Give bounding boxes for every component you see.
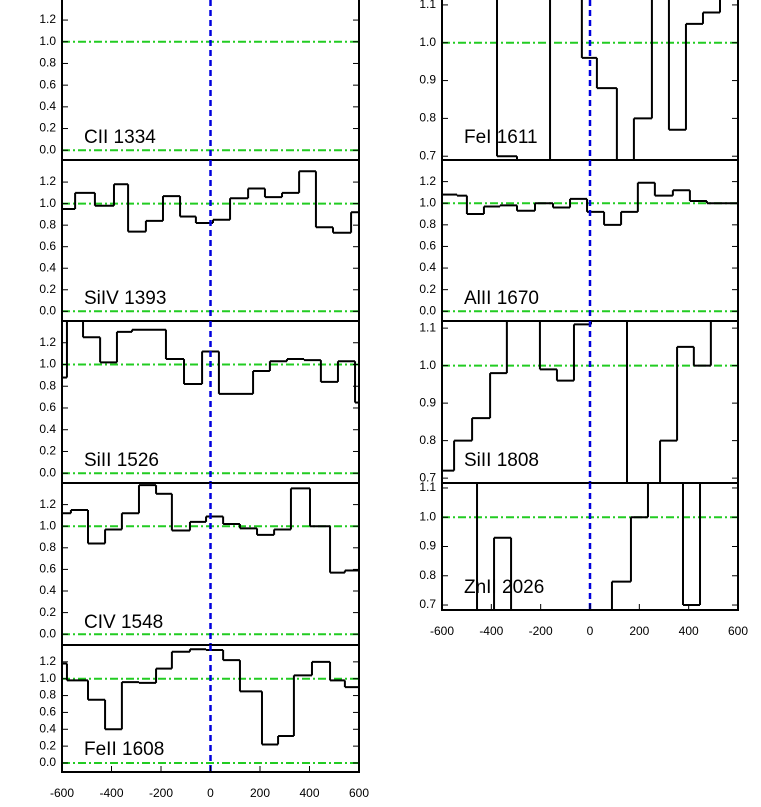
y-tick-label: 1.0 [419,195,436,209]
y-tick-label: 0.8 [39,217,56,231]
y-tick-label: 0.8 [39,378,56,392]
y-tick-label: 0.8 [419,568,436,582]
y-tick-label: 0.8 [419,111,436,125]
x-tick-label: 200 [250,786,270,800]
y-tick-label: 1.0 [39,518,56,532]
x-tick-label: -400 [99,786,123,800]
y-tick-label: 1.0 [419,509,436,523]
y-tick-label: 0.6 [419,239,436,253]
y-tick-label: 1.2 [39,12,56,26]
line-label: AlII 1670 [464,288,539,309]
y-tick-label: 0.2 [39,605,56,619]
line-label: CIV 1548 [84,612,163,633]
y-tick-label: 1.2 [39,335,56,349]
y-tick-label: 0.0 [39,303,56,317]
y-tick-label: 1.0 [39,671,56,685]
y-tick-label: 0.8 [39,688,56,702]
y-tick-label: 0.6 [39,562,56,576]
y-tick-label: 1.0 [419,358,436,372]
y-tick-label: 0.0 [39,755,56,769]
x-tick-label: -200 [529,624,553,638]
y-tick-label: 0.2 [39,738,56,752]
y-tick-label: 0.4 [39,422,56,436]
y-tick-label: 0.2 [39,444,56,458]
x-tick-label: -600 [430,624,454,638]
y-tick-label: 1.1 [419,0,436,11]
line-label: FeII 1608 [84,739,164,760]
y-tick-label: 1.0 [39,357,56,371]
y-tick-label: 0.6 [39,705,56,719]
x-tick-label: 600 [728,624,748,638]
y-tick-label: 0.4 [39,260,56,274]
y-tick-label: 0.9 [419,539,436,553]
x-tick-label: -600 [50,786,74,800]
line-label: ZnII 2026 [464,577,544,598]
y-tick-label: 1.1 [419,320,436,334]
y-tick-label: 0.9 [419,395,436,409]
line-label: SiIV 1393 [84,288,166,309]
line-label: SiII 1808 [464,450,539,471]
y-tick-label: 0.2 [39,121,56,135]
y-tick-label: 0.4 [39,721,56,735]
y-tick-label: 0.8 [419,433,436,447]
y-tick-label: 0.0 [419,303,436,317]
y-tick-label: 1.2 [39,497,56,511]
y-tick-label: 0.9 [419,73,436,87]
y-tick-label: 0.6 [39,239,56,253]
y-tick-label: 0.8 [39,540,56,554]
x-tick-label: -400 [479,624,503,638]
x-tick-label: 600 [349,786,369,800]
line-label: FeI 1611 [464,127,538,148]
y-tick-label: 1.0 [39,34,56,48]
x-tick-label: 400 [679,624,699,638]
y-tick-label: 0.0 [39,142,56,156]
y-tick-label: 0.2 [419,282,436,296]
y-tick-label: 0.2 [39,282,56,296]
y-tick-label: 0.8 [419,217,436,231]
y-tick-label: 1.2 [419,174,436,188]
y-tick-label: 0.4 [419,260,436,274]
x-tick-label: 0 [587,624,594,638]
x-tick-label: 400 [299,786,319,800]
line-label: CII 1334 [84,127,156,148]
y-tick-label: 0.6 [39,400,56,414]
y-tick-label: 0.7 [419,148,436,162]
y-tick-label: 0.0 [39,465,56,479]
y-tick-label: 1.2 [39,174,56,188]
y-tick-label: 0.0 [39,626,56,640]
y-tick-label: 0.8 [39,56,56,70]
y-tick-label: 0.4 [39,99,56,113]
y-tick-label: 0.7 [419,470,436,484]
x-tick-label: -200 [149,786,173,800]
x-tick-label: 0 [207,786,214,800]
y-tick-label: 1.0 [419,35,436,49]
y-tick-label: 0.6 [39,77,56,91]
x-tick-label: 200 [629,624,649,638]
y-tick-label: 1.0 [39,196,56,210]
y-tick-label: 0.4 [39,583,56,597]
y-tick-label: 1.2 [39,654,56,668]
y-tick-label: 0.7 [419,597,436,611]
line-label: SiII 1526 [84,450,159,471]
y-tick-label: 1.1 [419,480,436,494]
